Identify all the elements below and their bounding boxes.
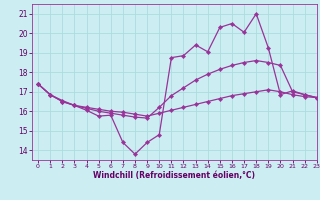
X-axis label: Windchill (Refroidissement éolien,°C): Windchill (Refroidissement éolien,°C) [93,171,255,180]
